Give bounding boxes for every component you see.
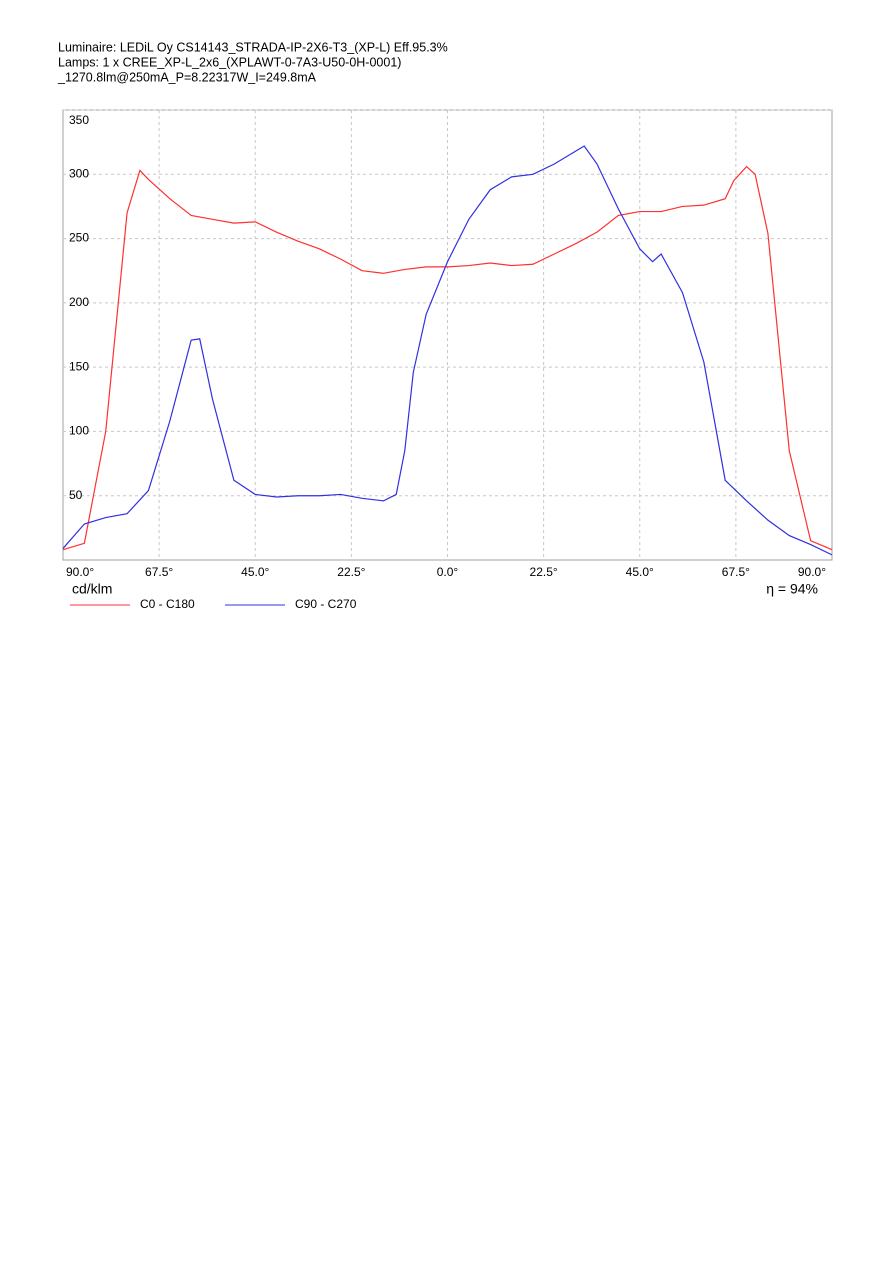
y-axis-label: cd/klm xyxy=(72,581,112,597)
x-tick-label: 90.0° xyxy=(66,565,94,579)
y-tick-label: 300 xyxy=(69,166,89,180)
y-tick-label: 250 xyxy=(69,231,89,245)
y-tick-label: 200 xyxy=(69,295,89,309)
x-tick-label: 90.0° xyxy=(798,565,826,579)
chart-title: Luminaire: LEDiL Oy CS14143_STRADA-IP-2X… xyxy=(58,40,448,54)
legend-label: C90 - C270 xyxy=(295,597,357,611)
y-tick-label: 350 xyxy=(69,113,89,127)
y-tick-label: 150 xyxy=(69,359,89,373)
subtitle: _1270.8lm@250mA_P=8.22317W_I=249.8mA xyxy=(57,70,317,84)
x-tick-label: 22.5° xyxy=(337,565,365,579)
series-line xyxy=(62,145,833,556)
x-tick-label: 67.5° xyxy=(145,565,173,579)
x-tick-label: 67.5° xyxy=(722,565,750,579)
annotation: η = 94% xyxy=(766,581,818,597)
x-tick-label: 45.0° xyxy=(241,565,269,579)
legend-label: C0 - C180 xyxy=(140,597,195,611)
x-tick-label: 22.5° xyxy=(530,565,558,579)
subtitle: Lamps: 1 x CREE_XP-L_2x6_(XPLAWT-0-7A3-U… xyxy=(58,55,401,69)
series-line xyxy=(62,165,833,551)
x-tick-label: 0.0° xyxy=(437,565,459,579)
y-tick-label: 100 xyxy=(69,424,89,438)
x-tick-label: 45.0° xyxy=(626,565,654,579)
y-tick-label: 50 xyxy=(69,488,83,502)
